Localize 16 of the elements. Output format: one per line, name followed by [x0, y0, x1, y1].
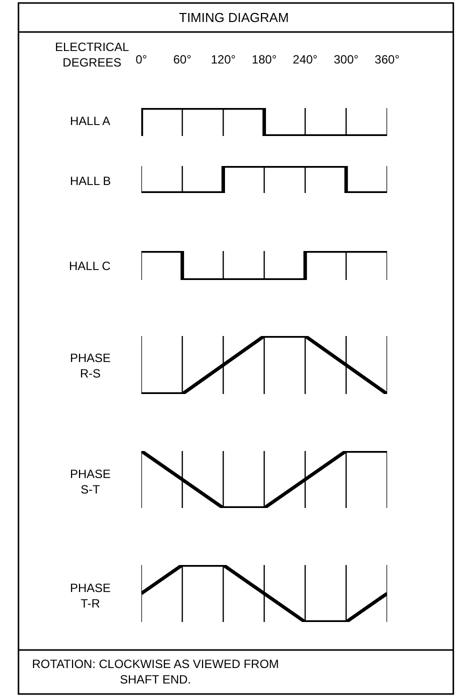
- y-axis-title: PHASE R-S: [70, 351, 111, 381]
- y-axis-title: HALL A: [70, 114, 110, 128]
- x-tick-label: 0°: [136, 52, 148, 67]
- x-tick-label: 300°: [334, 52, 359, 67]
- chart-title: TIMING DIAGRAM: [179, 10, 289, 25]
- x-tick-label: 360°: [374, 52, 400, 67]
- x-tick-label: 60°: [173, 52, 192, 67]
- y-axis-title: PHASE T-R: [70, 581, 111, 611]
- text: ROTATION: CLOCKWISE AS VIEWED FROM SHAFT END.: [32, 657, 279, 687]
- x-axis-title: ELECTRICAL DEGREES: [55, 40, 130, 70]
- y-axis-title: HALL B: [70, 174, 111, 188]
- x-tick-label: 120°: [210, 52, 236, 67]
- y-axis-title: PHASE S-T: [70, 467, 111, 497]
- x-tick-label: 180°: [252, 52, 277, 67]
- x-tick-label: 240°: [292, 52, 318, 67]
- y-axis-title: HALL C: [69, 259, 111, 273]
